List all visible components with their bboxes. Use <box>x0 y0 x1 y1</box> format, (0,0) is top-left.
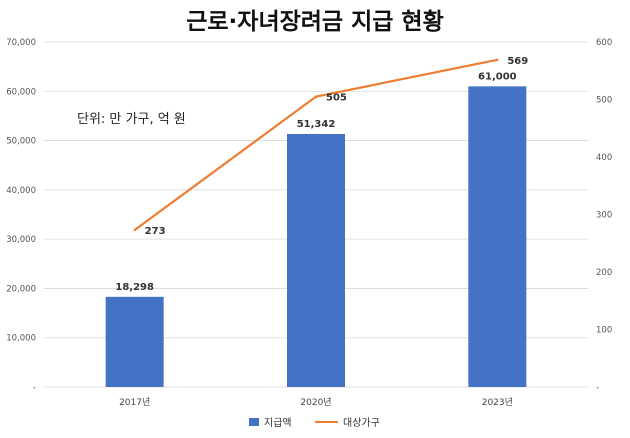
legend: 지급액 대상가구 <box>249 417 380 429</box>
legend-swatch-bar <box>249 418 259 426</box>
axes: - 10,000 20,000 30,000 40,000 50,000 60,000 70,… <box>6 38 612 408</box>
y-right-tick-label: 600 <box>596 38 612 48</box>
y-left-tick-label: 10,000 <box>6 334 36 344</box>
y-right-tick-label: 100 <box>596 326 612 336</box>
y-right-tick-label: 500 <box>596 96 612 106</box>
legend-label-line: 대상가구 <box>343 417 380 429</box>
y-right-tick-label: 300 <box>596 211 612 221</box>
bar-data-label: 61,000 <box>478 71 517 82</box>
bar <box>287 133 345 387</box>
line-data-label: 505 <box>326 93 347 104</box>
line-point <box>314 95 318 98</box>
y-left-tick-label: 70,000 <box>6 38 36 48</box>
bar <box>468 86 527 387</box>
y-left-tick-label: 30,000 <box>6 235 36 245</box>
legend-label-bar: 지급액 <box>264 417 292 429</box>
bar-data-label: 51,342 <box>297 119 336 130</box>
line-point <box>496 58 499 62</box>
y-left-tick-label: 40,000 <box>6 186 36 196</box>
chart-title: 근로·자녀장려금 지급 현황 <box>186 9 444 35</box>
y-left-tick-label: 50,000 <box>6 137 36 147</box>
line-data-label: 569 <box>507 56 528 67</box>
line-series <box>133 58 499 232</box>
y-left-tick-label: - <box>33 383 36 393</box>
bar-data-label: 18,298 <box>115 282 154 293</box>
x-tick-label: 2020년 <box>300 397 331 408</box>
y-right-tick-label: - <box>596 383 599 393</box>
line-data-label: 273 <box>145 226 166 237</box>
y-right-tick-label: 200 <box>596 268 612 278</box>
bar <box>105 296 164 387</box>
y-left-tick-label: 20,000 <box>6 284 36 294</box>
x-tick-label: 2017년 <box>119 397 150 408</box>
bars <box>105 86 527 387</box>
y-right-tick-label: 400 <box>596 153 612 163</box>
data-labels: 18,298 51,342 61,000 273 505 569 <box>115 56 528 293</box>
y-left-tick-label: 60,000 <box>6 87 36 97</box>
line-point <box>133 228 136 232</box>
x-tick-label: 2023년 <box>482 397 513 408</box>
unit-note: 단위: 만 가구, 억 원 <box>77 112 186 127</box>
